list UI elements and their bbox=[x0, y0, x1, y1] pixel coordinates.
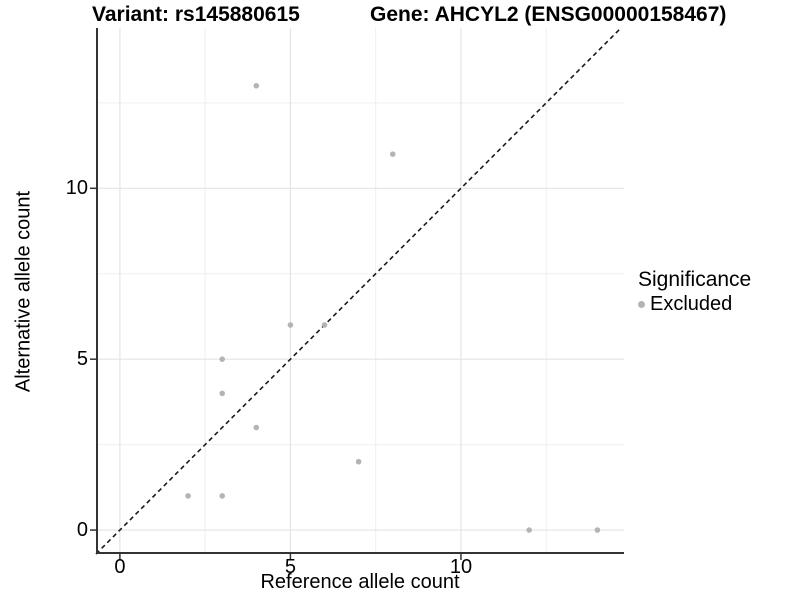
data-point bbox=[389, 151, 396, 157]
legend-item-label: Excluded bbox=[650, 293, 733, 315]
legend-item-excluded: Excluded bbox=[638, 293, 751, 316]
data-point bbox=[287, 322, 294, 328]
y-tick-label: 5 bbox=[76, 348, 88, 371]
legend-point-marker-icon bbox=[638, 301, 645, 308]
data-point bbox=[594, 527, 601, 533]
x-tick-label: 0 bbox=[114, 556, 126, 578]
data-point bbox=[219, 356, 226, 362]
data-point bbox=[253, 424, 260, 431]
variant-title: Variant: rs145880615 bbox=[92, 3, 300, 26]
x-axis-title: Reference allele count bbox=[260, 571, 460, 593]
data-point bbox=[219, 493, 226, 499]
data-point bbox=[526, 527, 532, 533]
y-axis-title: Alternative allele count bbox=[12, 190, 35, 393]
data-point bbox=[355, 458, 362, 465]
y-tick-label: 10 bbox=[65, 177, 88, 200]
plot-panel bbox=[90, 27, 624, 560]
y-tick-label: 0 bbox=[76, 519, 88, 542]
gene-title: Gene: AHCYL2 (ENSG00000158467) bbox=[370, 3, 727, 26]
x-tick-label: 5 bbox=[284, 556, 296, 578]
legend-title: Significance bbox=[638, 268, 752, 291]
identity-line bbox=[95, 27, 622, 555]
data-point bbox=[253, 82, 260, 89]
data-point bbox=[219, 390, 226, 397]
data-point bbox=[321, 322, 328, 328]
legend-box: Significance Excluded bbox=[638, 268, 751, 316]
plot-area-svg bbox=[90, 27, 624, 560]
x-tick-label: 10 bbox=[449, 556, 473, 578]
data-point bbox=[185, 493, 191, 499]
